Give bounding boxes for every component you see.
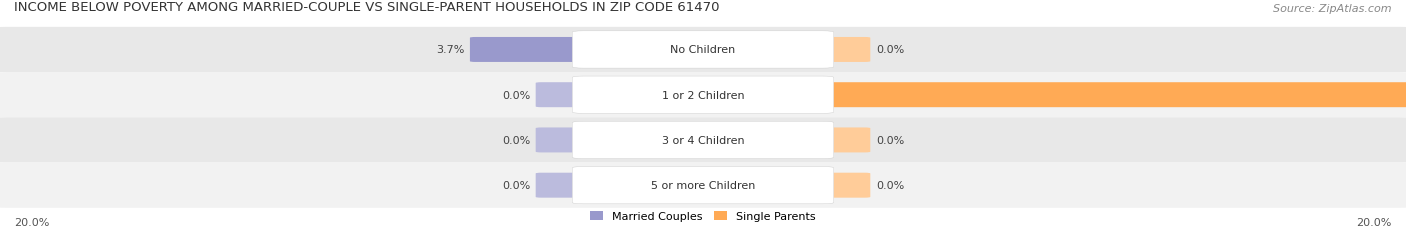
FancyBboxPatch shape — [470, 38, 589, 63]
Text: 0.0%: 0.0% — [502, 180, 530, 190]
Text: 0.0%: 0.0% — [876, 180, 904, 190]
FancyBboxPatch shape — [536, 128, 589, 153]
Text: No Children: No Children — [671, 45, 735, 55]
Text: 0.0%: 0.0% — [502, 90, 530, 100]
Text: 3 or 4 Children: 3 or 4 Children — [662, 135, 744, 145]
Text: 0.0%: 0.0% — [876, 45, 904, 55]
FancyBboxPatch shape — [572, 122, 834, 159]
FancyBboxPatch shape — [572, 77, 834, 114]
FancyBboxPatch shape — [817, 173, 870, 198]
Text: Source: ZipAtlas.com: Source: ZipAtlas.com — [1274, 4, 1392, 14]
FancyBboxPatch shape — [817, 83, 1406, 108]
FancyBboxPatch shape — [572, 32, 834, 69]
FancyBboxPatch shape — [536, 173, 589, 198]
FancyBboxPatch shape — [536, 83, 589, 108]
FancyBboxPatch shape — [817, 38, 870, 63]
Text: INCOME BELOW POVERTY AMONG MARRIED-COUPLE VS SINGLE-PARENT HOUSEHOLDS IN ZIP COD: INCOME BELOW POVERTY AMONG MARRIED-COUPL… — [14, 1, 720, 14]
Text: 1 or 2 Children: 1 or 2 Children — [662, 90, 744, 100]
Text: 20.0%: 20.0% — [1357, 217, 1392, 227]
Text: 0.0%: 0.0% — [502, 135, 530, 145]
FancyBboxPatch shape — [0, 118, 1406, 163]
FancyBboxPatch shape — [0, 28, 1406, 73]
FancyBboxPatch shape — [0, 73, 1406, 118]
Text: 5 or more Children: 5 or more Children — [651, 180, 755, 190]
Text: 20.0%: 20.0% — [14, 217, 49, 227]
FancyBboxPatch shape — [817, 128, 870, 153]
Text: 3.7%: 3.7% — [436, 45, 464, 55]
Legend: Married Couples, Single Parents: Married Couples, Single Parents — [586, 206, 820, 225]
FancyBboxPatch shape — [572, 167, 834, 204]
FancyBboxPatch shape — [0, 163, 1406, 208]
Text: 0.0%: 0.0% — [876, 135, 904, 145]
